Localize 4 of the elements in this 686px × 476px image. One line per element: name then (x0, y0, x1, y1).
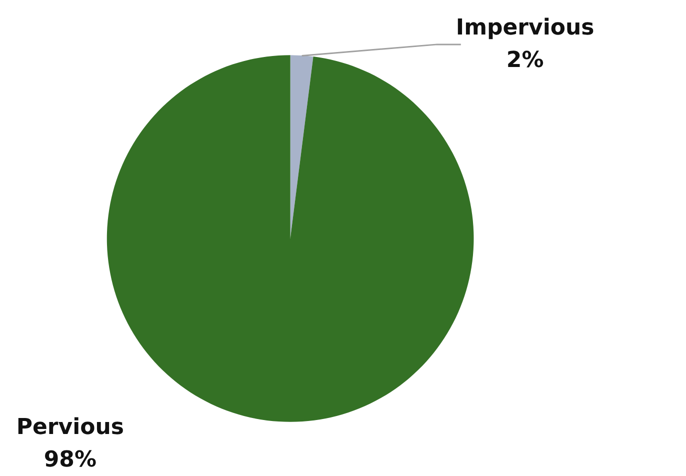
slice-label: Impervious (456, 16, 594, 41)
data-label: 2% (506, 48, 544, 74)
data-label: 98% (44, 447, 97, 472)
slice-label: Pervious (16, 414, 124, 440)
